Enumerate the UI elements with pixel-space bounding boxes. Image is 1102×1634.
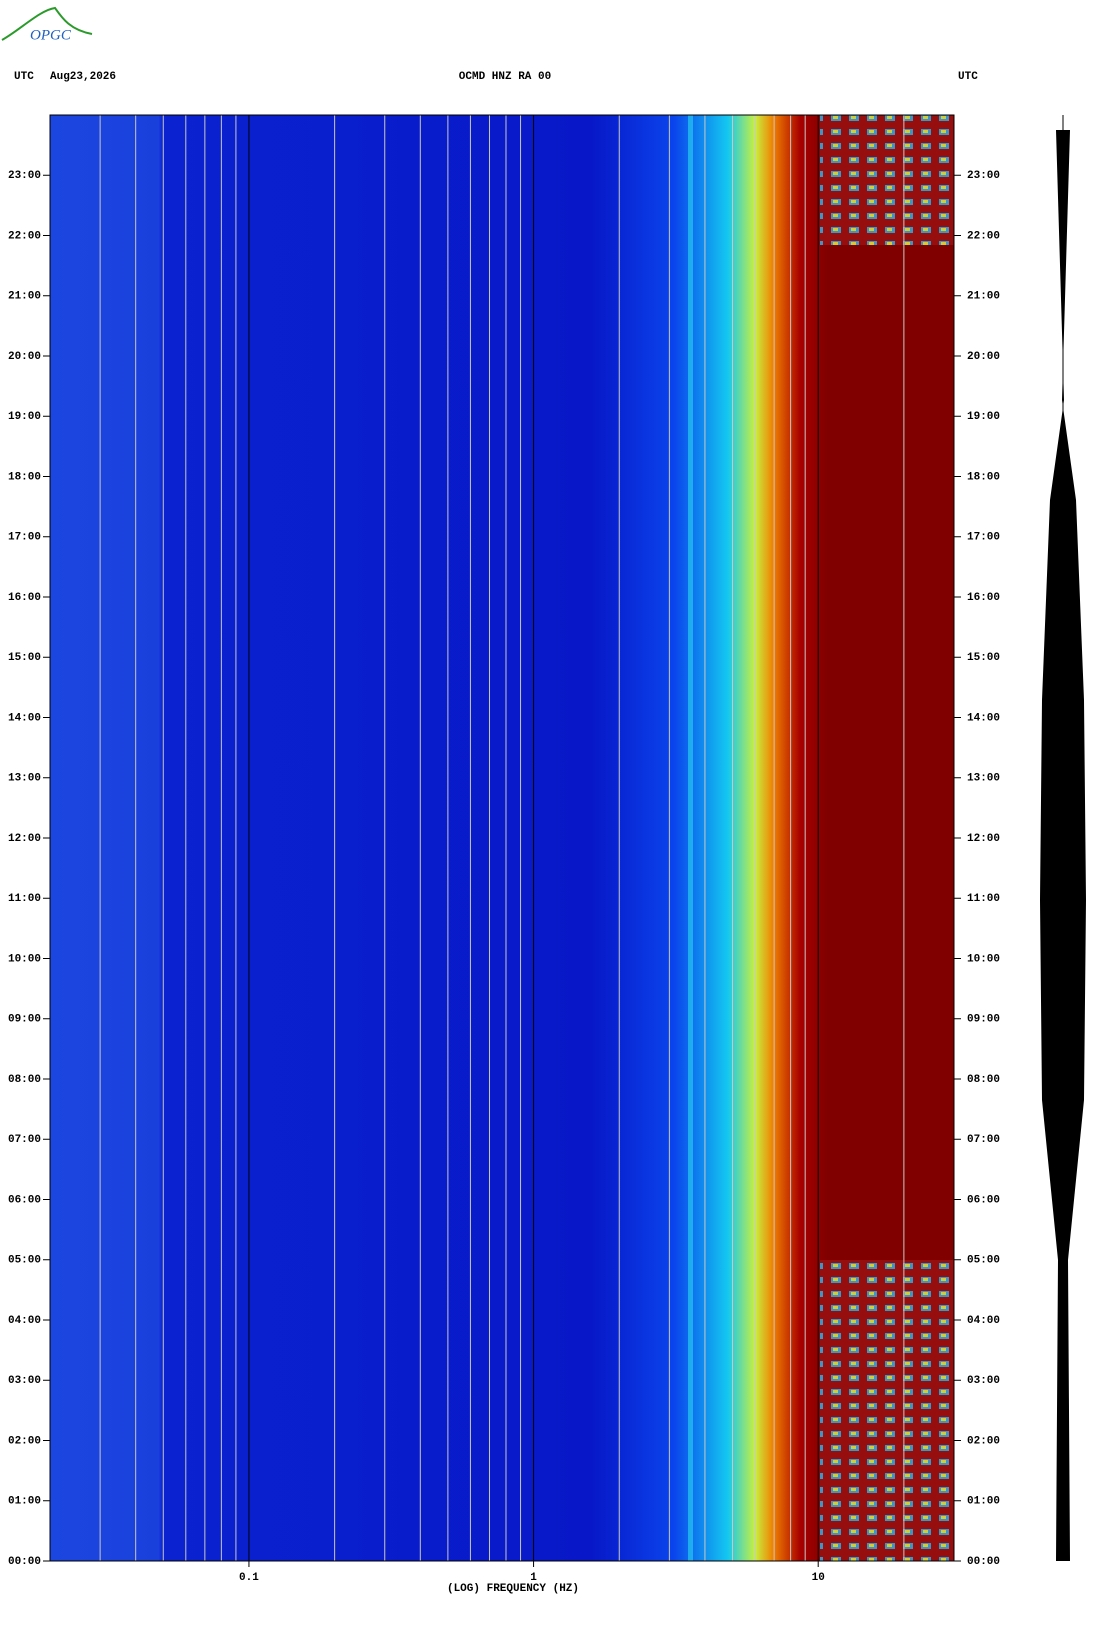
y-tick-label: 18:00 xyxy=(8,471,41,483)
y-tick-label: 01:00 xyxy=(8,1496,41,1508)
y-tick-label: 23:00 xyxy=(967,170,1000,182)
y-tick-label: 12:00 xyxy=(967,833,1000,845)
x-tick-label: 1 xyxy=(530,1572,537,1584)
y-tick-label: 11:00 xyxy=(967,893,1000,905)
y-tick-label: 22:00 xyxy=(8,230,41,242)
y-tick-label: 08:00 xyxy=(8,1074,41,1086)
y-tick-label: 13:00 xyxy=(8,773,41,785)
y-tick-label: 14:00 xyxy=(8,712,41,724)
y-tick-label: 17:00 xyxy=(967,532,1000,544)
y-tick-label: 09:00 xyxy=(8,1014,41,1026)
x-axis-label: (LOG) FREQUENCY (HZ) xyxy=(447,1583,579,1595)
y-tick-label: 15:00 xyxy=(967,652,1000,664)
y-tick-label: 20:00 xyxy=(8,351,41,363)
y-tick-label: 06:00 xyxy=(8,1194,41,1206)
y-tick-label: 04:00 xyxy=(967,1315,1000,1327)
y-tick-label: 03:00 xyxy=(967,1375,1000,1387)
plot-frame xyxy=(49,114,955,1562)
y-tick-label: 21:00 xyxy=(8,291,41,303)
y-tick-label: 16:00 xyxy=(8,592,41,604)
y-tick-label: 12:00 xyxy=(8,833,41,845)
y-tick-label: 22:00 xyxy=(967,230,1000,242)
y-tick-label: 18:00 xyxy=(967,471,1000,483)
y-tick-label: 10:00 xyxy=(967,953,1000,965)
spectral-line xyxy=(688,115,693,1561)
logo-text: OPGC xyxy=(30,27,72,43)
y-tick-label: 16:00 xyxy=(967,592,1000,604)
y-tick-label: 08:00 xyxy=(967,1074,1000,1086)
y-tick-label: 00:00 xyxy=(967,1556,1000,1568)
x-tick-label: 10 xyxy=(812,1572,825,1584)
y-tick-label: 02:00 xyxy=(967,1435,1000,1447)
y-tick-label: 23:00 xyxy=(8,170,41,182)
y-tick-label: 09:00 xyxy=(967,1014,1000,1026)
spectrogram xyxy=(50,115,954,1561)
y-tick-label: 07:00 xyxy=(8,1134,41,1146)
y-tick-label: 20:00 xyxy=(967,351,1000,363)
y-tick-label: 01:00 xyxy=(967,1496,1000,1508)
axes: 0.1 1 10 00:00 00:00 01:00 01:00 02:00 02:00 03:0… xyxy=(8,115,1000,1584)
y-tick-label: 21:00 xyxy=(967,291,1000,303)
y-tick-label: 05:00 xyxy=(967,1255,1000,1267)
left-header: UTC xyxy=(14,71,34,83)
date: Aug23,2026 xyxy=(50,71,116,83)
x-tick-label: 0.1 xyxy=(239,1572,259,1584)
y-tick-label: 17:00 xyxy=(8,532,41,544)
y-tick-label: 13:00 xyxy=(967,773,1000,785)
y-tick-label: 10:00 xyxy=(8,953,41,965)
logo: OPGC xyxy=(1,6,93,43)
right-header: UTC xyxy=(958,71,978,83)
y-tick-label: 19:00 xyxy=(8,411,41,423)
chart-title: OCMD HNZ RA 00 xyxy=(459,71,551,83)
y-tick-label: 11:00 xyxy=(8,893,41,905)
y-tick-label: 02:00 xyxy=(8,1435,41,1447)
y-tick-label: 19:00 xyxy=(967,411,1000,423)
y-tick-label: 15:00 xyxy=(8,652,41,664)
y-tick-label: 00:00 xyxy=(8,1556,41,1568)
y-tick-label: 04:00 xyxy=(8,1315,41,1327)
y-tick-label: 14:00 xyxy=(967,712,1000,724)
y-tick-label: 03:00 xyxy=(8,1375,41,1387)
quiet-band xyxy=(820,1260,954,1561)
y-tick-label: 07:00 xyxy=(967,1134,1000,1146)
waveform xyxy=(1040,115,1086,1561)
quiet-band xyxy=(820,115,954,245)
y-tick-label: 06:00 xyxy=(967,1194,1000,1206)
spectrogram-field xyxy=(50,115,954,1561)
y-tick-label: 05:00 xyxy=(8,1255,41,1267)
